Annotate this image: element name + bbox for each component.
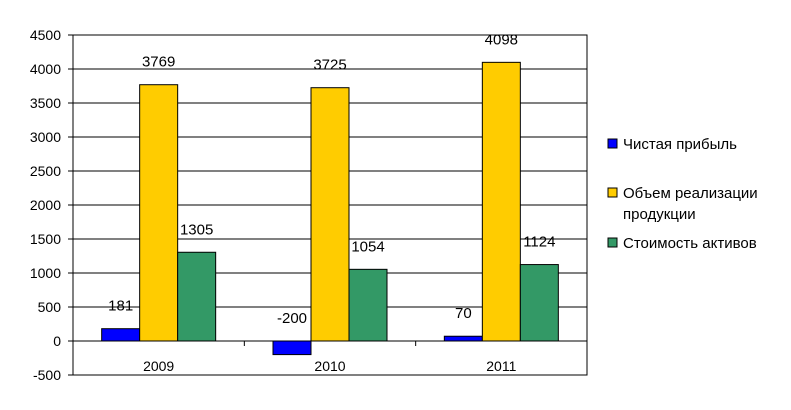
bar-2009-series-2	[177, 251, 217, 342]
y-tick-label: 1500	[30, 231, 61, 247]
legend-swatch	[607, 237, 618, 248]
legend-label: Объем реализации	[623, 185, 758, 202]
bars	[101, 61, 559, 356]
legend-label: Чистая прибыль	[623, 136, 737, 153]
legend-label: Стоимость активов	[623, 235, 757, 252]
data-label: 3725	[313, 57, 346, 74]
y-tick-label: 3500	[30, 95, 61, 111]
data-label: 3769	[142, 54, 175, 71]
y-axis-ticks: -500 0 500 1000 1500 2000 2500 3000 3500 4000 4500	[30, 27, 73, 383]
bar-2009-series-1	[139, 84, 179, 342]
y-tick-label: 4500	[30, 27, 61, 43]
bar-2011-series-0	[443, 335, 483, 342]
bar-2011-series-2	[519, 264, 559, 342]
data-label: 4098	[485, 31, 518, 48]
y-tick-label: 4000	[30, 61, 61, 77]
data-label: 1305	[180, 221, 213, 238]
bar-2010-series-2	[348, 268, 388, 342]
data-label: 1124	[523, 234, 555, 251]
bar-2010-series-0	[272, 340, 312, 356]
legend: Чистая прибыль Объем реализации продукции С…	[607, 136, 758, 252]
y-tick-label: 3000	[30, 129, 61, 145]
y-tick-label: 1000	[30, 265, 61, 281]
bar-2011-series-1	[481, 61, 521, 342]
data-label: -200	[277, 310, 307, 327]
x-tick-label: 2009	[143, 358, 174, 374]
legend-label: продукции	[623, 206, 696, 223]
data-label: 181	[108, 298, 133, 315]
data-label: 1054	[351, 238, 384, 255]
y-tick-label: 2500	[30, 163, 61, 179]
legend-swatch	[607, 138, 618, 149]
y-tick-label: -500	[33, 367, 61, 383]
y-tick-label: 500	[38, 299, 62, 315]
data-labels: 181 3769 1305 -200 3725 1054 70 4098 1124	[108, 31, 555, 327]
y-tick-label: 0	[53, 333, 61, 349]
x-tick-label: 2011	[486, 358, 516, 374]
bar-2009-series-0	[101, 328, 141, 342]
y-tick-label: 2000	[30, 197, 61, 213]
data-label: 70	[455, 305, 472, 322]
x-axis-ticks: 2009 2010 2011	[143, 341, 517, 374]
bar-2010-series-1	[310, 87, 350, 342]
legend-swatch	[607, 187, 618, 198]
x-tick-label: 2010	[314, 358, 345, 374]
